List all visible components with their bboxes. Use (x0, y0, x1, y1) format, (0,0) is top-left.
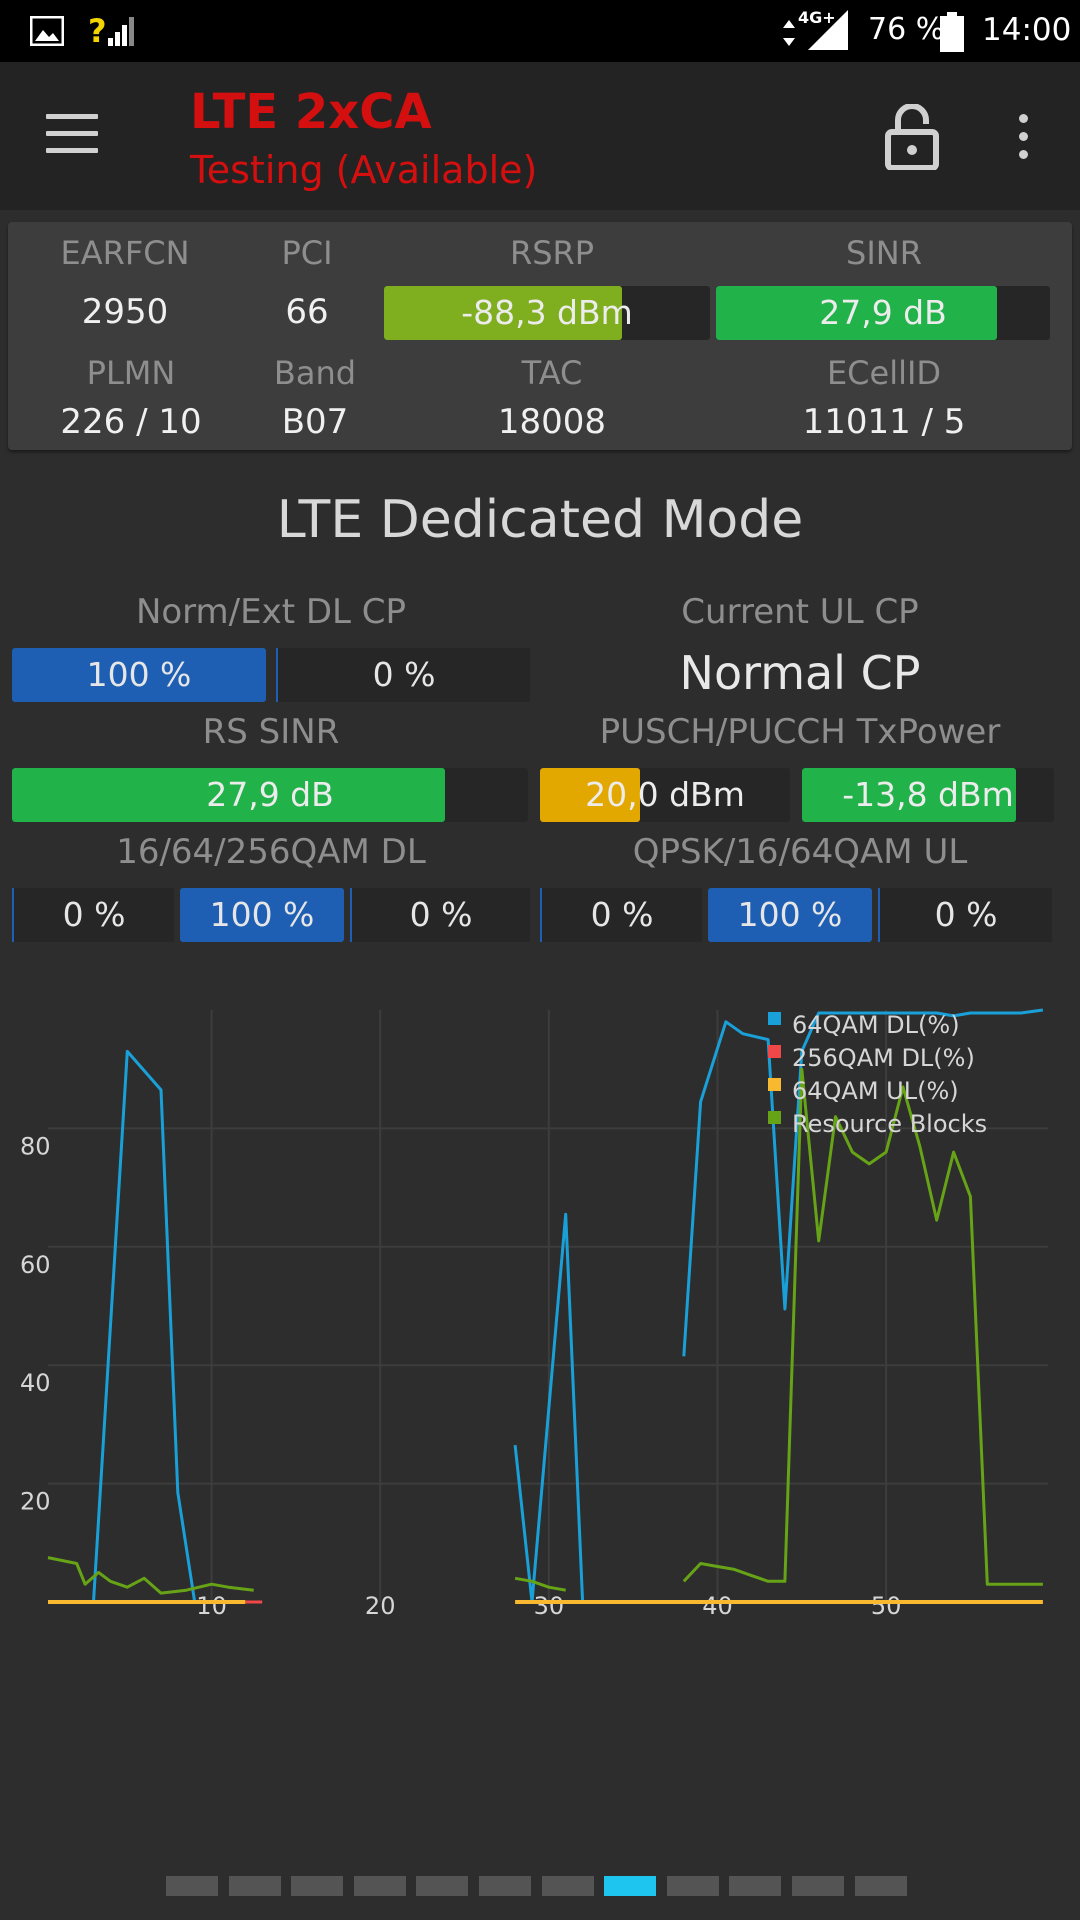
data-arrows-icon (783, 20, 795, 46)
page-dot[interactable] (228, 1876, 281, 1896)
qam-dl-16: 0 % (12, 888, 174, 942)
rs-sinr-bar-fill (12, 768, 446, 822)
legend-swatch (768, 1078, 781, 1091)
menu-icon[interactable] (46, 114, 98, 154)
band-label: Band (273, 354, 357, 392)
legend-swatch (768, 1012, 781, 1025)
pci-label: PCI (281, 234, 333, 272)
band-value: B07 (281, 402, 349, 442)
dl-cp-normal: 100 % (12, 648, 266, 702)
page-dot[interactable] (479, 1876, 531, 1896)
page-dot[interactable] (416, 1876, 469, 1896)
qam-ul-16: 100 % (708, 888, 872, 942)
x-tick-label: 30 (534, 1592, 565, 1620)
more-options-icon[interactable] (1008, 114, 1038, 164)
lock-open-icon[interactable] (884, 104, 940, 170)
signal-icon (808, 10, 848, 50)
series-line-resource-blocks (47, 1556, 254, 1595)
qam-ul-label: QPSK/16/64QAM UL (632, 832, 968, 872)
app-title: LTE 2xCA (190, 84, 432, 140)
rs-sinr-label: RS SINR (202, 712, 340, 752)
page-dot[interactable] (353, 1876, 406, 1896)
ecellid-value: 11011 / 5 (802, 402, 966, 442)
legend-swatch (768, 1111, 781, 1124)
ul-cp-label: Current UL CP (681, 592, 919, 632)
qam-dl-64: 100 % (180, 888, 344, 942)
legend-swatch (768, 1045, 781, 1058)
battery-percent: 76 % (868, 12, 945, 47)
earfcn-value: 2950 (81, 292, 169, 332)
plmn-label: PLMN (86, 354, 176, 392)
rs-sinr-value: 27,9 dB (206, 775, 334, 814)
dl-cp-extended: 0 % (276, 648, 530, 702)
x-tick-label: 40 (702, 1592, 733, 1620)
legend-label: 256QAM DL(%) (792, 1044, 975, 1072)
y-tick-label: 80 (20, 1132, 51, 1160)
earfcn-label: EARFCN (60, 234, 190, 272)
page-dot[interactable] (604, 1876, 657, 1896)
series-line-resource-blocks (682, 1067, 1043, 1586)
legend-label: Resource Blocks (792, 1110, 987, 1138)
app-toolbar: LTE 2xCA Testing (Available) (0, 62, 1080, 210)
pucch-power-bar-fill (802, 768, 1017, 822)
mode-title: LTE Dedicated Mode (276, 490, 804, 550)
sinr-bar-fill (716, 286, 997, 340)
qam-ul-64: 0 % (878, 888, 1052, 942)
page-dot[interactable] (541, 1876, 594, 1896)
series-line-resource-blocks (514, 1576, 566, 1592)
page-dot[interactable] (291, 1876, 344, 1896)
y-tick-label: 20 (20, 1488, 51, 1516)
status-bar: ? 4G+ 76 % 14:00 (0, 0, 1080, 62)
page-dot[interactable] (792, 1876, 844, 1896)
y-tick-label: 40 (20, 1369, 51, 1397)
app-subtitle: Testing (Available) (190, 148, 538, 192)
rs-sinr-bar: 27,9 dB (12, 768, 528, 822)
series-line-64qam-dl- (682, 1008, 1044, 1357)
cell-info-card: EARFCN PCI RSRP SINR 2950 66 -88,3 dBm 2… (8, 222, 1072, 450)
rsrp-value: -88,3 dBm (461, 293, 633, 332)
qam-dl-label: 16/64/256QAM DL (116, 832, 426, 872)
sinr-value: 27,9 dB (819, 293, 947, 332)
ecellid-label: ECellID (826, 354, 942, 392)
rsrp-bar-fill (384, 286, 622, 340)
x-tick-label: 20 (365, 1592, 396, 1620)
pusch-power-bar-fill (540, 768, 640, 822)
svg-text:?: ? (88, 12, 107, 48)
page-dot[interactable] (729, 1876, 782, 1896)
page-dot[interactable] (166, 1876, 218, 1896)
rsrp-label: RSRP (509, 234, 595, 272)
rsrp-bar: -88,3 dBm (384, 286, 710, 340)
pucch-power-value: -13,8 dBm (842, 775, 1014, 814)
y-tick-label: 60 (20, 1251, 51, 1279)
pusch-power-bar: 20,0 dBm (540, 768, 790, 822)
x-tick-label: 50 (871, 1592, 902, 1620)
pci-value: 66 (285, 292, 329, 332)
x-tick-label: 10 (196, 1592, 227, 1620)
qam-dl-256: 0 % (350, 888, 530, 942)
sinr-bar: 27,9 dB (716, 286, 1050, 340)
pusch-power-value: 20,0 dBm (585, 775, 745, 814)
ul-cp-value: Normal CP (679, 646, 921, 700)
tx-power-label: PUSCH/PUCCH TxPower (599, 712, 1001, 752)
qam-ul-qpsk: 0 % (540, 888, 702, 942)
page-dot[interactable] (854, 1876, 907, 1896)
signal-unknown-icon: ? (88, 12, 134, 48)
image-icon (30, 16, 64, 46)
dl-cp-label: Norm/Ext DL CP (135, 592, 407, 632)
modulation-line-chart: 20 40 60 80 10 20 30 40 50 64QAM DL(%) 256QAM DL(%… (20, 1008, 1048, 1620)
plmn-value: 226 / 10 (60, 402, 202, 442)
network-type: 4G+ (798, 8, 836, 27)
legend-label: 64QAM DL(%) (792, 1011, 960, 1039)
sinr-label: SINR (846, 234, 922, 272)
clock: 14:00 (982, 12, 1072, 48)
series-line-64qam-dl- (513, 1212, 585, 1604)
tac-label: TAC (521, 354, 583, 392)
series-line-64qam-dl- (92, 1049, 197, 1603)
tac-value: 18008 (497, 402, 607, 442)
battery-icon (940, 12, 964, 52)
page-dot[interactable] (666, 1876, 719, 1896)
pucch-power-bar: -13,8 dBm (802, 768, 1054, 822)
legend-label: 64QAM UL(%) (792, 1077, 959, 1105)
